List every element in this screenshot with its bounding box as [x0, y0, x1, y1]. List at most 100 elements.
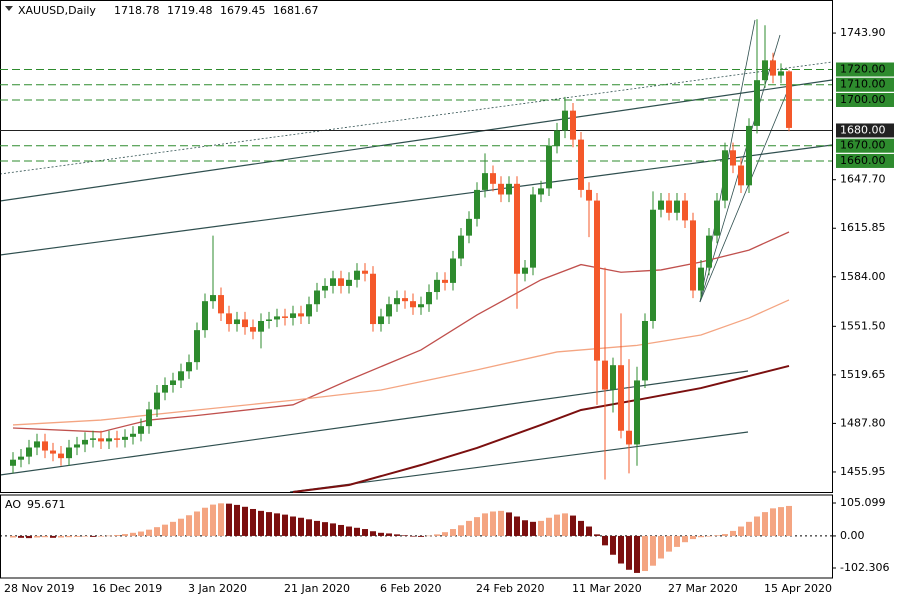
- indicator-bar: [226, 503, 232, 536]
- indicator-bar: [714, 535, 720, 536]
- indicator-bar: [674, 535, 680, 547]
- y2-tick-label: 0.00: [840, 529, 865, 542]
- indicator-bar: [490, 511, 496, 536]
- indicator-bar: [530, 521, 536, 536]
- candle-body: [306, 304, 312, 317]
- y-tick-label: 1743.90: [840, 26, 886, 39]
- level-label: 1720.00: [840, 63, 886, 76]
- candle-body: [474, 189, 480, 219]
- candle-body: [386, 304, 392, 317]
- candle-body: [642, 320, 648, 381]
- candle-body: [418, 304, 424, 308]
- x-tick-label: 28 Nov 2019: [4, 582, 74, 595]
- indicator-bar: [138, 531, 144, 536]
- indicator-bar: [146, 529, 152, 536]
- indicator-bar: [242, 506, 248, 536]
- candle-body: [194, 330, 200, 363]
- candle-body: [34, 441, 40, 448]
- candle-body: [618, 365, 624, 431]
- x-tick-label: 6 Feb 2020: [380, 582, 441, 595]
- level-label: 1670.00: [840, 139, 886, 152]
- candle-body: [602, 360, 608, 390]
- indicator-bar: [482, 513, 488, 536]
- candle-body: [770, 60, 776, 76]
- indicator-bar: [394, 534, 400, 536]
- candle-body: [514, 183, 520, 274]
- indicator-bar: [346, 526, 352, 536]
- indicator-bar: [658, 535, 664, 559]
- indicator-bar: [154, 527, 160, 536]
- candle-body: [626, 430, 632, 445]
- candle-body: [202, 301, 208, 331]
- indicator-bar: [306, 519, 312, 536]
- candle-body: [370, 273, 376, 325]
- indicator-bar: [594, 534, 600, 536]
- indicator-bar: [554, 514, 560, 536]
- level-label-box: [836, 62, 894, 77]
- candle-body: [290, 313, 296, 318]
- x-tick-label: 21 Jan 2020: [284, 582, 350, 595]
- header-low: 1679.45: [220, 4, 266, 17]
- candle-body: [42, 441, 48, 451]
- indicator-bar: [314, 520, 320, 536]
- chart-title: XAUUSD,Daily: [18, 4, 96, 17]
- candle-body: [282, 316, 288, 318]
- level-label-box: [836, 123, 894, 138]
- candle-body: [658, 200, 664, 210]
- candle-body: [338, 278, 344, 286]
- candle-body: [482, 173, 488, 190]
- indicator-bar: [786, 505, 792, 536]
- indicator-bar: [690, 535, 696, 540]
- candle-body: [674, 200, 680, 213]
- candle-body: [378, 316, 384, 325]
- candle-body: [578, 139, 584, 190]
- indicator-bar: [386, 533, 392, 536]
- indicator-bar: [586, 526, 592, 536]
- candle-body: [410, 301, 416, 308]
- candle-body: [130, 433, 136, 437]
- candle-body: [554, 130, 560, 146]
- indicator-bar: [426, 535, 432, 537]
- candle-body: [562, 110, 568, 131]
- candle-body: [298, 313, 304, 317]
- indicator-bar: [90, 535, 96, 537]
- candle-body: [90, 438, 96, 440]
- indicator-bar: [570, 515, 576, 536]
- candle-body: [66, 447, 72, 459]
- y-tick-label: 1455.95: [840, 465, 886, 478]
- indicator-bar: [98, 535, 104, 537]
- indicator-bar: [258, 510, 264, 536]
- candle-body: [330, 278, 336, 286]
- indicator-bar: [330, 523, 336, 536]
- candle-body: [82, 439, 88, 445]
- candle-body: [258, 320, 264, 332]
- candle-body: [714, 200, 720, 236]
- x-tick-label: 24 Feb 2020: [476, 582, 544, 595]
- indicator-bar: [498, 510, 504, 536]
- candle-body: [178, 371, 184, 381]
- candle-body: [754, 80, 760, 126]
- indicator-bar: [666, 535, 672, 552]
- candle-body: [466, 218, 472, 236]
- candle-body: [74, 444, 80, 448]
- header-open: 1718.78: [114, 4, 160, 17]
- indicator-bar: [58, 535, 64, 538]
- candle-body: [50, 450, 56, 454]
- candle-body: [538, 188, 544, 195]
- candle-body: [426, 292, 432, 305]
- moving-average: [12, 299, 790, 426]
- y-tick-label: 1584.00: [840, 270, 886, 283]
- indicator-bar: [66, 535, 72, 538]
- level-label: 1680.00: [840, 123, 886, 136]
- indicator-bar: [578, 520, 584, 536]
- candle-body: [154, 392, 160, 410]
- indicator-bar: [298, 517, 304, 536]
- indicator-bar: [178, 518, 184, 536]
- indicator-bar: [546, 517, 552, 536]
- indicator-bar: [698, 535, 704, 538]
- candle-body: [434, 279, 440, 293]
- candle-body: [346, 279, 352, 286]
- indicator-bar: [202, 507, 208, 536]
